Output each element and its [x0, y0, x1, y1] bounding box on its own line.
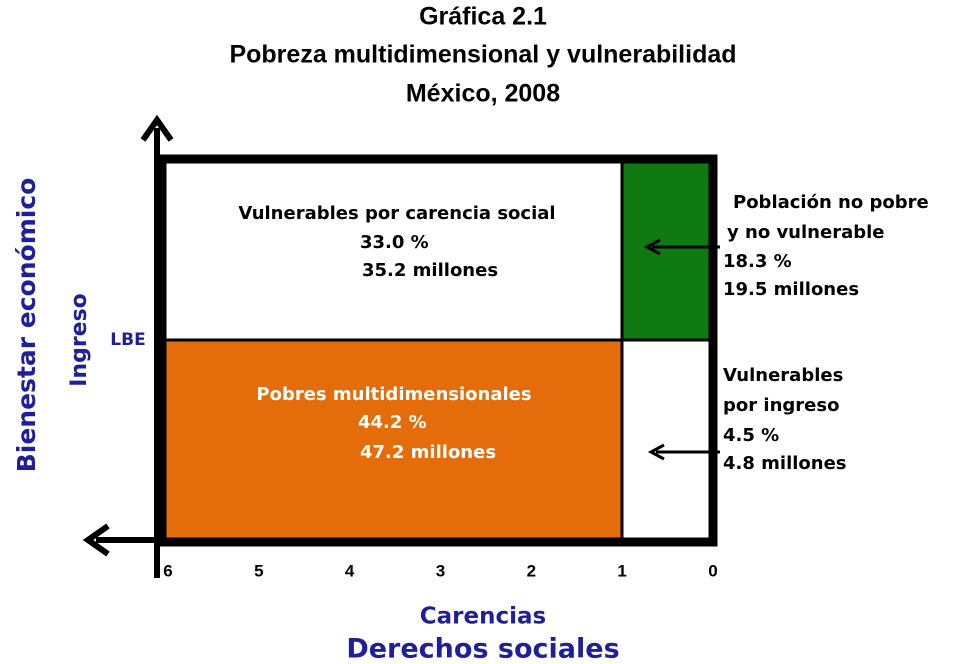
x-tick-label: 2	[527, 561, 536, 580]
region-name: y no vulnerable	[727, 222, 884, 243]
region-population: 47.2 millones	[360, 442, 496, 463]
y-arrow-head	[140, 114, 174, 142]
title: Pobreza multidimensional y vulnerabilida…	[229, 41, 736, 69]
x-tick-label: 4	[345, 561, 355, 580]
y-sublabel: Ingreso	[67, 293, 92, 387]
region-percent: 4.5 %	[723, 425, 779, 446]
title: México, 2008	[406, 80, 560, 108]
region-name: Pobres multidimensionales	[256, 384, 531, 405]
title: Gráfica 2.1	[419, 3, 547, 31]
x-tick-label: 1	[617, 561, 626, 580]
pointer-head	[643, 238, 661, 256]
region-name: por ingreso	[723, 395, 839, 416]
x-label: Carencias	[420, 604, 546, 630]
region-name: Población no pobre	[733, 192, 929, 213]
y-label: Bienestar económico	[12, 178, 41, 473]
x-tick-label: 6	[163, 561, 172, 580]
region-percent: 44.2 %	[358, 412, 427, 433]
frame	[157, 154, 718, 547]
region-percent: 33.0 %	[360, 232, 429, 253]
region-percent: 18.3 %	[723, 251, 792, 272]
region-population: 4.8 millones	[723, 453, 847, 474]
poor-region	[163, 340, 622, 540]
region-name: Vulnerables por carencia social	[238, 203, 555, 224]
x-tick-label: 5	[254, 561, 263, 580]
x-sublabel: Derechos sociales	[346, 634, 619, 664]
region-population: 35.2 millones	[362, 260, 498, 281]
region-population: 19.5 millones	[723, 279, 859, 300]
threshold-label: LBE	[110, 330, 145, 350]
x-tick-label: 0	[708, 561, 717, 580]
x-tick-label: 3	[436, 561, 445, 580]
pointer-head	[647, 443, 665, 461]
x-arrow-head	[82, 523, 110, 557]
non-poor-region	[622, 160, 712, 340]
region-name: Vulnerables	[723, 365, 843, 386]
